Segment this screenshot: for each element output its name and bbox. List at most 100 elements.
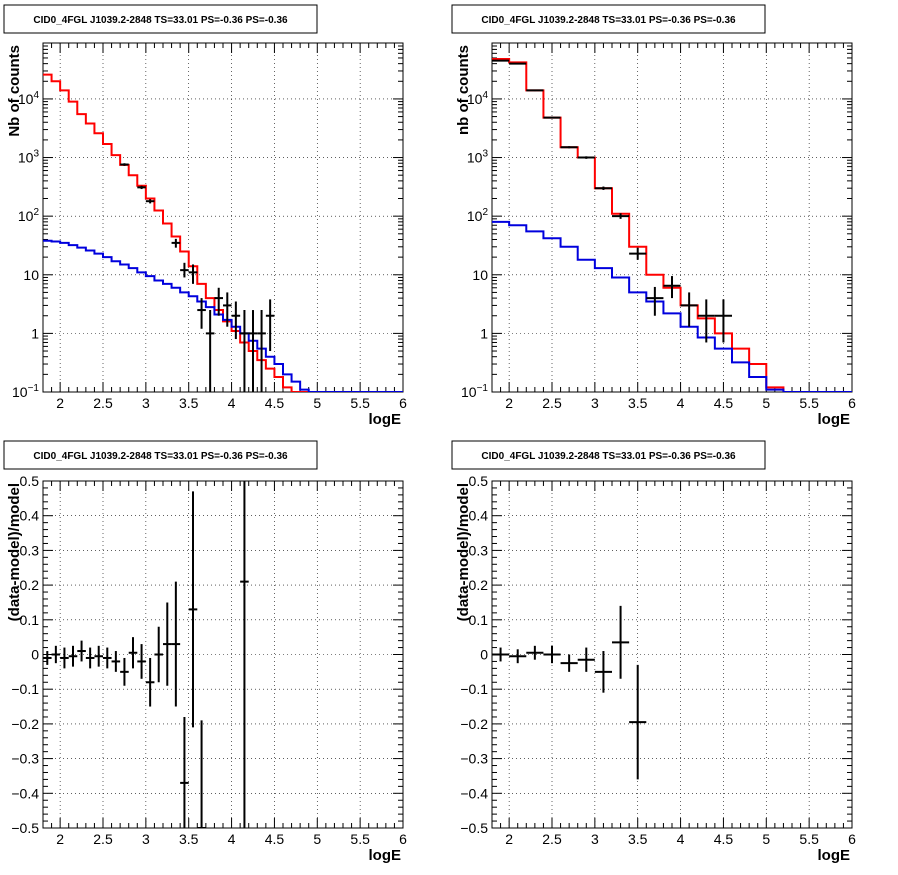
y-axis-label: Nb of counts <box>6 45 23 137</box>
x-tick-label: 5 <box>313 831 321 847</box>
x-tick-label: 5 <box>762 831 770 847</box>
data-point <box>257 310 266 392</box>
data-point <box>543 645 561 664</box>
x-tick-label: 2.5 <box>542 395 562 411</box>
x-tick-label: 3 <box>591 831 599 847</box>
data-point <box>646 286 664 316</box>
x-tick-label: 6 <box>848 395 856 411</box>
y-tick-label: −0.5 <box>11 820 39 836</box>
x-tick-label: 4.5 <box>714 831 734 847</box>
title-box <box>3 4 318 34</box>
y-axis <box>43 42 403 393</box>
data-point <box>231 301 241 340</box>
data-point <box>714 299 732 343</box>
data-point <box>111 651 121 672</box>
data-point <box>612 213 630 219</box>
data-point <box>577 156 595 159</box>
y-tick-label: 0 <box>480 647 488 663</box>
y-tick-label: 0.4 <box>469 508 489 524</box>
data-point <box>197 720 206 828</box>
x-axis <box>42 43 404 392</box>
y-tick-label: 0.2 <box>20 577 40 593</box>
data-point <box>128 637 138 669</box>
y-tick-label: 1 <box>480 325 488 341</box>
x-tick-label: 6 <box>848 831 856 847</box>
y-tick-label: 102 <box>18 207 40 224</box>
y-tick-label: 0.3 <box>20 542 40 558</box>
model-background-histogram <box>43 239 403 392</box>
x-tick-label: 2.5 <box>93 831 113 847</box>
data-layer <box>492 605 647 780</box>
x-tick-label: 4.5 <box>714 395 734 411</box>
data-point <box>594 186 612 190</box>
title-box <box>451 4 766 34</box>
y-tick-label: 0.5 <box>469 473 489 489</box>
x-tick-label: 3.5 <box>628 395 648 411</box>
grid <box>492 43 852 392</box>
chart-panel-1: CID0_4FGL J1039.2-2848 TS=33.01 PS=-0.36… <box>3 4 407 428</box>
chart-panel-3: CID0_4FGL J1039.2-2848 TS=33.01 PS=-0.36… <box>3 440 407 864</box>
data-point <box>526 645 544 660</box>
y-tick-label: 0.1 <box>469 612 489 628</box>
y-tick-label: 103 <box>18 149 40 166</box>
x-tick-label: 2 <box>56 831 64 847</box>
y-axis <box>492 480 852 829</box>
data-point <box>163 602 172 686</box>
x-tick-label: 2.5 <box>93 395 113 411</box>
title-box <box>451 440 766 470</box>
grid <box>43 481 403 828</box>
x-axis-label: logE <box>818 411 851 428</box>
data-layer <box>43 481 249 828</box>
plot-frame <box>491 42 853 393</box>
data-point <box>492 59 510 62</box>
data-point <box>197 298 206 329</box>
x-tick-label: 5 <box>762 395 770 411</box>
model-background-histogram <box>492 220 852 392</box>
x-axis <box>491 481 853 828</box>
data-point <box>663 276 681 299</box>
chart-title: CID0_4FGL J1039.2-2848 TS=33.01 PS=-0.36… <box>481 451 736 462</box>
data-point <box>145 657 155 707</box>
data-point <box>171 581 181 707</box>
x-tick-label: 3 <box>142 831 150 847</box>
plot-frame <box>42 42 404 393</box>
x-tick-label: 4 <box>228 831 236 847</box>
y-tick-label: 104 <box>18 90 40 107</box>
x-tick-label: 4 <box>677 831 685 847</box>
data-point <box>94 645 103 667</box>
chart-title: CID0_4FGL J1039.2-2848 TS=33.01 PS=-0.36… <box>481 15 736 26</box>
x-axis <box>42 481 404 828</box>
data-point <box>248 310 258 392</box>
y-tick-label: 0.3 <box>469 542 489 558</box>
x-tick-label: 5.5 <box>350 831 370 847</box>
y-tick-label: −0.1 <box>11 681 39 697</box>
y-tick-label: −0.1 <box>460 681 488 697</box>
chart-title: CID0_4FGL J1039.2-2848 TS=33.01 PS=-0.36… <box>33 15 288 26</box>
data-point <box>697 299 715 343</box>
data-point <box>205 310 215 392</box>
model-total-histogram <box>43 73 403 392</box>
data-point <box>560 654 578 672</box>
y-tick-label: −0.3 <box>460 751 488 767</box>
data-point <box>60 647 69 669</box>
x-tick-label: 4 <box>228 395 236 411</box>
data-point <box>492 647 510 662</box>
data-layer <box>43 73 403 392</box>
y-tick-label: −0.2 <box>11 716 39 732</box>
y-axis-label: nb of counts <box>455 45 472 135</box>
data-point <box>120 163 129 166</box>
y-axis <box>492 42 852 393</box>
data-point <box>680 292 698 327</box>
chart-panel-2: CID0_4FGL J1039.2-2848 TS=33.01 PS=-0.36… <box>451 4 856 428</box>
x-tick-label: 2.5 <box>542 831 562 847</box>
data-point <box>509 649 527 664</box>
y-tick-label: 10−1 <box>461 383 488 400</box>
data-point <box>509 62 527 65</box>
y-axis-label: (data-model)/model <box>6 483 23 621</box>
x-tick-label: 5.5 <box>799 395 819 411</box>
data-point <box>629 247 647 260</box>
data-point <box>543 116 561 119</box>
y-tick-label: 10−1 <box>12 383 39 400</box>
data-point <box>103 647 112 669</box>
y-tick-label: −0.4 <box>11 785 39 801</box>
